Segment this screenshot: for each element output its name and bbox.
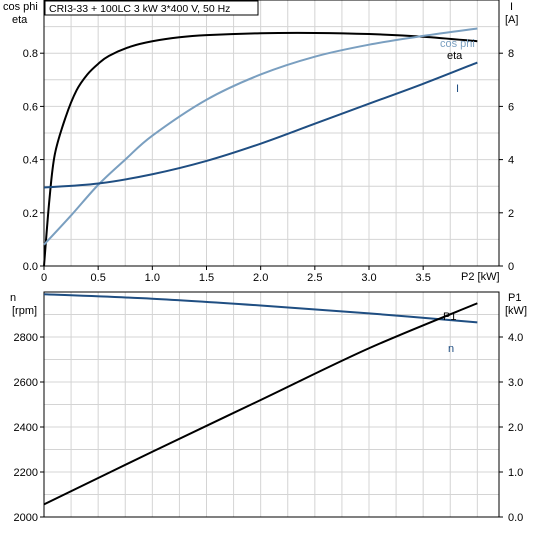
series-label-current: I [456,83,459,95]
top-left-tick-label: 0.6 [23,101,38,113]
top-right-axis-label-1: I [510,1,513,13]
bottom-right-tick-label: 1.0 [508,467,523,479]
top-left-tick-label: 0.0 [23,261,38,273]
top-left-tick-label: 0.2 [23,208,38,220]
series-line-p1 [43,302,478,506]
series-label-p1: P1 [443,311,456,323]
bottom-axes: 2000 2200 2400 2600 2800 0.0 1.0 2.0 3.0 4.0 [14,332,524,524]
top-right-tick-label: 2 [508,208,514,220]
bottom-right-tick-label: 4.0 [508,332,523,344]
top-right-tick-label: 6 [508,101,514,113]
x-tick-label: 2.0 [253,272,268,284]
bottom-left-tick-label: 2400 [14,422,38,434]
bottom-left-tick-label: 2800 [14,332,38,344]
top-left-axis-label-2: eta [12,14,28,26]
bottom-grid [44,292,499,517]
top-right-axis-label-2: [A] [505,14,518,26]
bottom-right-tick-label: 3.0 [508,377,523,389]
series-line-i [43,61,478,189]
series-line-eta [43,31,478,267]
bottom-left-axis-label-1: n [10,292,16,304]
top-right-tick-label: 8 [508,48,514,60]
top-left-tick-label: 0.8 [23,48,38,60]
bottom-left-tick-label: 2200 [14,467,38,479]
top-left-tick-label: 0.4 [23,155,38,167]
x-tick-label: 0 [41,272,47,284]
series-label-cos-phi: cos phi [440,38,475,50]
bottom-right-axis-label-1: P1 [508,292,521,304]
bottom-left-tick-label: 2600 [14,377,38,389]
series-line-cos-phi [43,27,478,246]
efficiency-current-plot: 0.0 0.2 0.4 0.6 0.8 0 2 4 6 8 0 0.5 1.0 1.5 2.0 2.5 3.0 3… [3,0,518,284]
bottom-left-axis-label-2: [rpm] [12,305,37,317]
top-axes: 0.0 0.2 0.4 0.6 0.8 0 2 4 6 8 0 0.5 1.0 1.5 2.0 2.5 3.0 3… [23,48,514,284]
top-plot-frame [43,0,500,267]
x-tick-label: 1.0 [145,272,160,284]
top-right-tick-label: 4 [508,155,514,167]
bottom-right-axis-label-2: [kW] [505,305,527,317]
bottom-plot-frame [43,291,500,518]
top-right-tick-label: 0 [508,261,514,273]
chart-title: CRI3-33 + 100LC 3 kW 3*400 V, 50 Hz [49,3,230,15]
bottom-left-tick-label: 2000 [14,512,38,524]
bottom-series [43,293,478,506]
x-axis-label: P2 [kW] [461,271,500,283]
top-left-axis-label-1: cos phi [3,1,38,13]
x-tick-label: 0.5 [91,272,106,284]
bottom-right-tick-label: 2.0 [508,422,523,434]
x-tick-label: 2.5 [307,272,322,284]
x-tick-label: 3.5 [416,272,431,284]
series-line-n [43,293,478,324]
bottom-right-tick-label: 0.0 [508,512,523,524]
top-grid [44,0,499,266]
top-series [43,27,478,267]
speed-power-plot: 2000 2200 2400 2600 2800 0.0 1.0 2.0 3.0 4.0 n [r… [10,291,527,524]
series-label-speed: n [448,343,454,355]
x-tick-label: 1.5 [199,272,214,284]
title-box [44,0,259,16]
series-label-eta: eta [447,50,463,62]
x-tick-label: 3.0 [361,272,376,284]
